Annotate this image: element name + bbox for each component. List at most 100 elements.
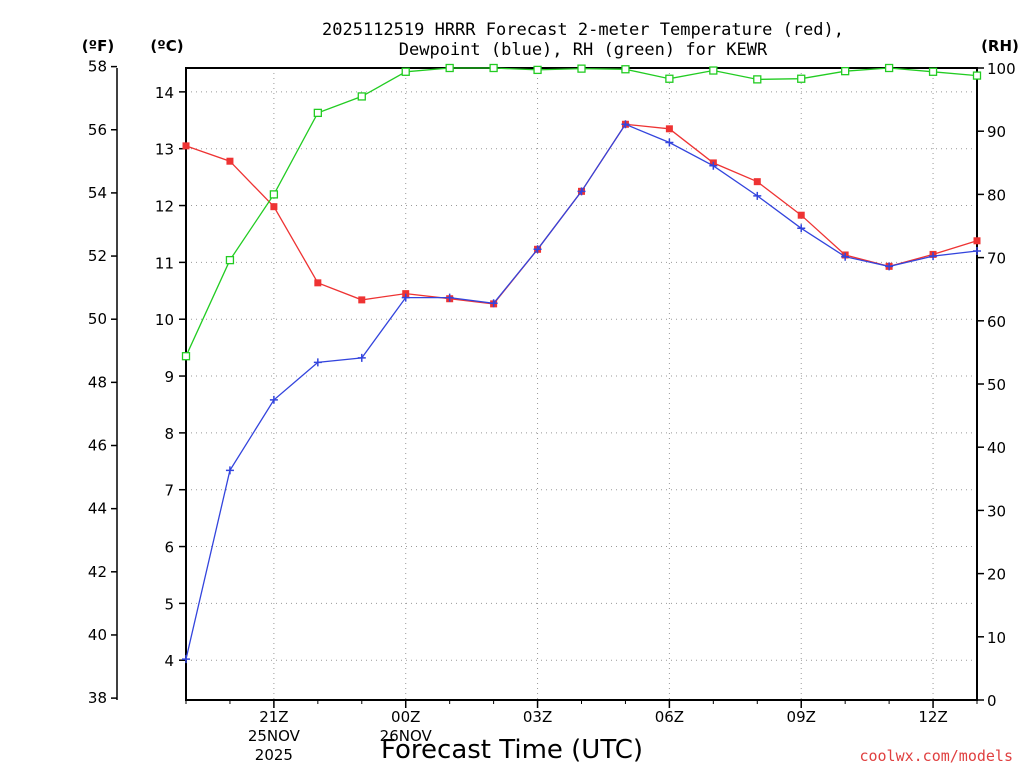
fahrenheit-tick-label: 40 xyxy=(88,626,107,644)
x-tick-label: 00Z xyxy=(391,708,420,726)
celsius-tick-label: 13 xyxy=(155,141,174,159)
dewpoint-point xyxy=(577,187,586,196)
rh-point xyxy=(753,75,762,84)
chart-title-line2: Dewpoint (blue), RH (green) for KEWR xyxy=(399,40,768,60)
dewpoint-point xyxy=(621,120,630,129)
dewpoint-point xyxy=(357,353,366,362)
fahrenheit-tick-label: 58 xyxy=(88,58,107,76)
fahrenheit-tick-label: 38 xyxy=(88,689,107,707)
temperature-point xyxy=(358,296,366,304)
temperature-point xyxy=(182,142,190,150)
rh-point xyxy=(665,74,674,83)
rh-tick-label: 50 xyxy=(987,376,1006,394)
rh-point xyxy=(181,352,191,361)
fahrenheit-tick-label: 42 xyxy=(88,563,107,581)
fahrenheit-tick-label: 46 xyxy=(88,437,107,455)
dewpoint-point xyxy=(182,655,190,664)
plot-frame xyxy=(185,67,978,701)
dewpoint-point xyxy=(225,466,234,475)
x-tick-label: 09Z xyxy=(787,708,816,726)
celsius-tick-label: 9 xyxy=(164,368,174,386)
dewpoint-point xyxy=(885,262,894,271)
dewpoint-point xyxy=(665,138,674,147)
temperature-point xyxy=(973,237,981,245)
celsius-tick-label: 8 xyxy=(164,425,174,443)
rh-point xyxy=(972,71,982,80)
rh-point xyxy=(841,67,850,76)
dewpoint-point xyxy=(929,252,938,261)
rh-point xyxy=(884,63,894,73)
x-tick-label: 21Z xyxy=(259,708,288,726)
celsius-tick-label: 10 xyxy=(155,311,174,329)
rh-point xyxy=(357,92,366,101)
rh-tick-label: 60 xyxy=(987,313,1006,331)
dewpoint-point xyxy=(533,245,542,254)
data-series xyxy=(181,63,982,664)
rh-point xyxy=(928,67,938,76)
x-tick-date: 25NOV xyxy=(248,727,301,745)
dewpoint-point xyxy=(753,191,762,200)
dewpoint-point xyxy=(445,293,454,302)
rh-point xyxy=(577,64,586,73)
rh-point xyxy=(489,63,498,73)
grid-lines xyxy=(186,68,977,700)
dewpoint-line xyxy=(185,123,978,660)
rh-tick-label: 10 xyxy=(987,629,1006,647)
axes: 3840424446485052545658456789101112131401… xyxy=(88,58,1016,764)
fahrenheit-tick-label: 54 xyxy=(88,184,107,202)
rh-tick-label: 80 xyxy=(987,186,1006,204)
rh-tick-label: 70 xyxy=(987,250,1006,268)
x-tick-label: 06Z xyxy=(655,708,684,726)
rh-tick-label: 90 xyxy=(987,123,1006,141)
temperature-point xyxy=(753,178,761,186)
rh-point xyxy=(313,108,322,118)
dewpoint-point xyxy=(489,299,498,308)
rh-point xyxy=(797,74,806,83)
x-tick-date: 26NOV xyxy=(380,727,433,745)
temperature-line xyxy=(185,123,978,305)
rh-point xyxy=(621,65,630,74)
rh-point xyxy=(269,190,279,199)
celsius-tick-label: 11 xyxy=(155,254,174,272)
temperature-point xyxy=(226,157,234,165)
rh-point xyxy=(401,67,410,76)
rh-point xyxy=(225,255,235,265)
temperature-point xyxy=(314,279,322,287)
celsius-tick-label: 12 xyxy=(155,198,174,216)
rh-point xyxy=(445,63,454,73)
dewpoint-point xyxy=(313,358,322,367)
celsius-tick-label: 7 xyxy=(164,482,174,500)
fahrenheit-tick-label: 52 xyxy=(88,247,107,265)
fahrenheit-tick-label: 50 xyxy=(88,310,107,328)
fahrenheit-tick-label: 48 xyxy=(88,373,107,391)
chart-title-line1: 2025112519 HRRR Forecast 2-meter Tempera… xyxy=(322,20,844,40)
rh-tick-label: 0 xyxy=(987,692,997,710)
fahrenheit-tick-label: 56 xyxy=(88,121,107,139)
celsius-tick-label: 5 xyxy=(164,595,174,613)
rh-point xyxy=(709,66,718,75)
temperature-point xyxy=(270,203,278,211)
dewpoint-point xyxy=(973,247,981,256)
dewpoint-point xyxy=(797,224,806,233)
rh-tick-label: 20 xyxy=(987,566,1006,584)
x-axis-title: Forecast Time (UTC) xyxy=(381,735,643,765)
temperature-point xyxy=(797,211,805,219)
dewpoint-point xyxy=(841,252,850,261)
celsius-unit-label: (ºC) xyxy=(150,37,183,55)
site-credit: coolwx.com/models xyxy=(859,747,1013,765)
rh-tick-label: 100 xyxy=(987,60,1016,78)
celsius-tick-label: 4 xyxy=(164,652,174,670)
x-tick-label: 03Z xyxy=(523,708,552,726)
rh-tick-label: 30 xyxy=(987,502,1006,520)
dewpoint-point xyxy=(401,293,410,302)
x-tick-year: 2025 xyxy=(255,746,293,764)
celsius-tick-label: 14 xyxy=(155,84,174,102)
rh-tick-label: 40 xyxy=(987,439,1006,457)
fahrenheit-unit-label: (ºF) xyxy=(82,37,114,55)
dewpoint-point xyxy=(269,395,278,404)
fahrenheit-tick-label: 44 xyxy=(88,500,107,518)
rh-line xyxy=(185,67,978,357)
temperature-point xyxy=(665,125,673,133)
celsius-tick-label: 6 xyxy=(164,539,174,557)
